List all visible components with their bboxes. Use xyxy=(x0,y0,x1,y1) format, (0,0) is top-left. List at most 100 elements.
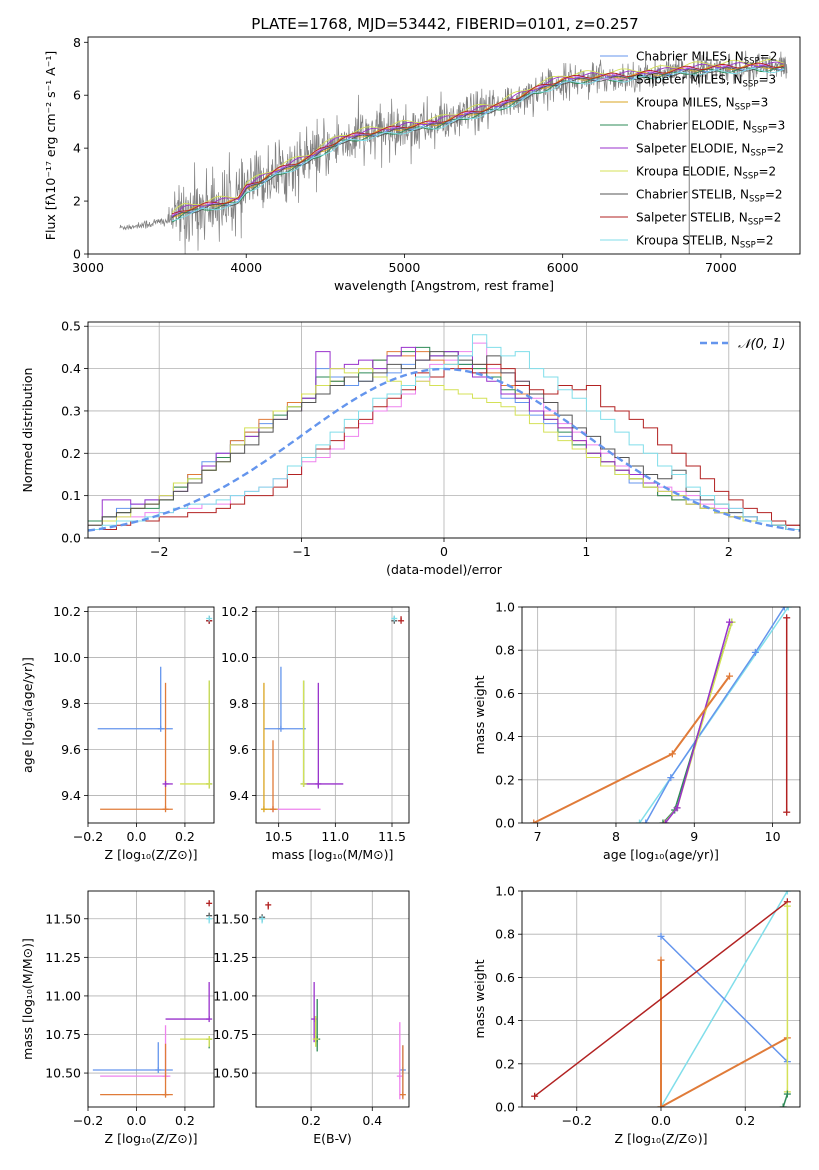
charts-group: 3000 4000 5000 6000 7000 0 2 4 6 8 wavelength [Ang… xyxy=(20,35,801,1146)
mass_vs_Z-xtick-label: 0.2 xyxy=(175,1113,195,1128)
legend-suffix: =3 xyxy=(758,73,776,87)
weight_vs_age-frame xyxy=(521,606,801,824)
residual_hist-xtick-label: −2 xyxy=(150,544,168,559)
spectrum-xtick-label: 5000 xyxy=(389,260,421,275)
weight_vs_Z-plot-area xyxy=(531,891,791,1107)
spectrum-ytick-label: 0 xyxy=(73,247,81,262)
weight_vs_age-ytick-label: 0.2 xyxy=(495,772,515,787)
legend-suffix: =2 xyxy=(764,211,782,225)
legend-subscript: SSP xyxy=(743,80,759,90)
mass_vs_EBV-axes: 0.2 0.4 10.50 10.75 11.00 11.25 11.50 E(B-V) xyxy=(213,890,410,1146)
age_vs_Z-ytick-label: 10.2 xyxy=(53,604,81,619)
errorbar-point xyxy=(259,915,266,924)
legend-label: Chabrier MILES, NSSP=2 xyxy=(636,50,777,67)
mass_vs_Z-ytick-label: 10.75 xyxy=(45,1027,81,1042)
mass_vs_Z-ytick-label: 11.50 xyxy=(45,911,81,926)
residual_hist-ytick-label: 0.2 xyxy=(61,446,81,461)
legend-suffix: =2 xyxy=(760,50,778,64)
mass_vs_Z-xtick-label: −0.2 xyxy=(73,1113,103,1128)
legend-suffix: =3 xyxy=(768,119,786,133)
spectrum-xtick-label: 6000 xyxy=(547,260,579,275)
legend-suffix: =2 xyxy=(766,142,784,156)
mass_vs_Z-frame xyxy=(87,890,215,1108)
weight_vs_Z-ytick-label: 0.8 xyxy=(495,927,515,942)
model-spectrum xyxy=(171,61,785,218)
model-spectrum xyxy=(171,62,785,215)
mass_vs_Z-ylabel: mass [log₁₀(M/M⊙)] xyxy=(20,938,35,1060)
spectrum-xtick-label: 7000 xyxy=(705,260,737,275)
mass_vs_Z-xtick-label: 0.0 xyxy=(127,1113,147,1128)
weight-line xyxy=(660,1037,788,1107)
residual_hist-ytick-label: 0.5 xyxy=(61,319,81,334)
weight-line xyxy=(782,1093,789,1107)
age_vs_Z-ytick-label: 10.0 xyxy=(53,650,81,665)
weight_vs_Z-axes: −0.2 0.0 0.2 0.0 0.2 0.4 0.6 0.8 1.0 Z [log₁₀(Z/Z… xyxy=(472,884,801,1146)
errorbar-point xyxy=(312,1015,319,1047)
residual_hist-ytick-label: 0.0 xyxy=(61,531,81,546)
errorbar-point xyxy=(399,1045,406,1100)
age_vs_Z-axes: −0.2 0.0 0.2 9.4 9.6 9.8 10.0 10.2 Z [log₁₀(Z/Z⊙… xyxy=(20,604,215,862)
histogram-series xyxy=(88,334,800,531)
weight_vs_age-ylabel: mass weight xyxy=(472,675,487,754)
weight_vs_Z-xtick-label: 0.0 xyxy=(651,1113,671,1128)
errorbar-point xyxy=(100,682,173,813)
age_vs_Z-xtick-label: 0.0 xyxy=(127,829,147,844)
errorbar-point xyxy=(165,982,213,1023)
mass_vs_EBV-ytick-label: 10.50 xyxy=(213,1066,249,1081)
spectrum-ylabel: Flux [fλ10⁻¹⁷ erg cm⁻² s⁻¹ A⁻¹] xyxy=(43,51,58,240)
errorbar-point xyxy=(206,900,213,907)
mass_vs_EBV-frame xyxy=(255,890,410,1108)
mass_vs_Z-ytick-label: 11.25 xyxy=(45,950,81,965)
residual_hist-plot-area xyxy=(88,334,800,532)
mass_vs_EBV-ytick-label: 11.50 xyxy=(213,911,249,926)
errorbar-point xyxy=(180,1036,213,1047)
errorbar-point xyxy=(162,780,173,787)
weight_vs_age-ytick-label: 0.4 xyxy=(495,729,515,744)
legend-suffix: =2 xyxy=(758,165,776,179)
mass_vs_EBV-xlabel: E(B-V) xyxy=(313,1131,352,1146)
spectrum-ytick-label: 2 xyxy=(73,194,81,209)
errorbar-point xyxy=(300,680,307,787)
weight_vs_age-xtick-label: 9 xyxy=(690,829,698,844)
age_vs_mass-xtick-label: 11.0 xyxy=(321,829,349,844)
weight_vs_age-xtick-label: 7 xyxy=(534,829,542,844)
age_vs_mass-xtick-label: 11.5 xyxy=(378,829,406,844)
age_vs_mass-xtick-label: 10.5 xyxy=(265,829,293,844)
residual_hist-ytick-label: 0.4 xyxy=(61,361,81,376)
legend-subscript: SSP xyxy=(735,103,751,113)
gaussian-curve xyxy=(88,367,800,532)
residual_hist-xtick-label: 1 xyxy=(582,544,590,559)
mass_vs_Z-xlabel: Z [log₁₀(Z/Z⊙)] xyxy=(105,1131,198,1146)
errorbar-point xyxy=(391,615,398,622)
legend-subscript: SSP xyxy=(752,126,768,136)
residual_hist-xtick-label: 0 xyxy=(440,544,448,559)
legend-suffix: =3 xyxy=(751,96,769,110)
histogram-series xyxy=(88,363,800,531)
residual_hist-ylabel: Normed distribution xyxy=(20,368,35,493)
errorbar-point xyxy=(92,1042,173,1073)
age_vs_Z-ytick-label: 9.6 xyxy=(61,742,81,757)
spectrum-xtick-label: 3000 xyxy=(72,260,104,275)
weight_vs_age-ytick-label: 0.8 xyxy=(495,643,515,658)
age_vs_Z-ytick-label: 9.8 xyxy=(61,696,81,711)
age_vs_Z-xtick-label: 0.2 xyxy=(175,829,195,844)
legend-label: Chabrier STELIB, NSSP=2 xyxy=(636,188,783,205)
mass_vs_Z-ytick-label: 10.50 xyxy=(45,1066,81,1081)
weight_vs_age-ytick-label: 0.6 xyxy=(495,686,515,701)
weight_vs_age-ytick-label: 1.0 xyxy=(495,600,515,615)
weight_vs_Z-xlabel: Z [log₁₀(Z/Z⊙)] xyxy=(615,1131,708,1146)
weight_vs_Z-xtick-label: −0.2 xyxy=(562,1113,592,1128)
legend-label: Kroupa ELODIE, NSSP=2 xyxy=(636,165,776,182)
errorbar-point xyxy=(100,1043,173,1098)
age_vs_Z-ytick-label: 9.4 xyxy=(61,788,81,803)
weight_vs_age-xtick-label: 8 xyxy=(612,829,620,844)
weight-line xyxy=(645,607,785,823)
age_vs_Z-frame xyxy=(87,606,215,824)
legend-label: Salpeter STELIB, NSSP=2 xyxy=(636,211,781,228)
errorbar-point xyxy=(180,680,213,789)
residual_hist-ytick-label: 0.1 xyxy=(61,488,81,503)
errorbar-point xyxy=(263,666,306,732)
spectrum-ytick-label: 8 xyxy=(73,35,81,50)
age_vs_mass-ytick-label: 9.4 xyxy=(229,788,249,803)
